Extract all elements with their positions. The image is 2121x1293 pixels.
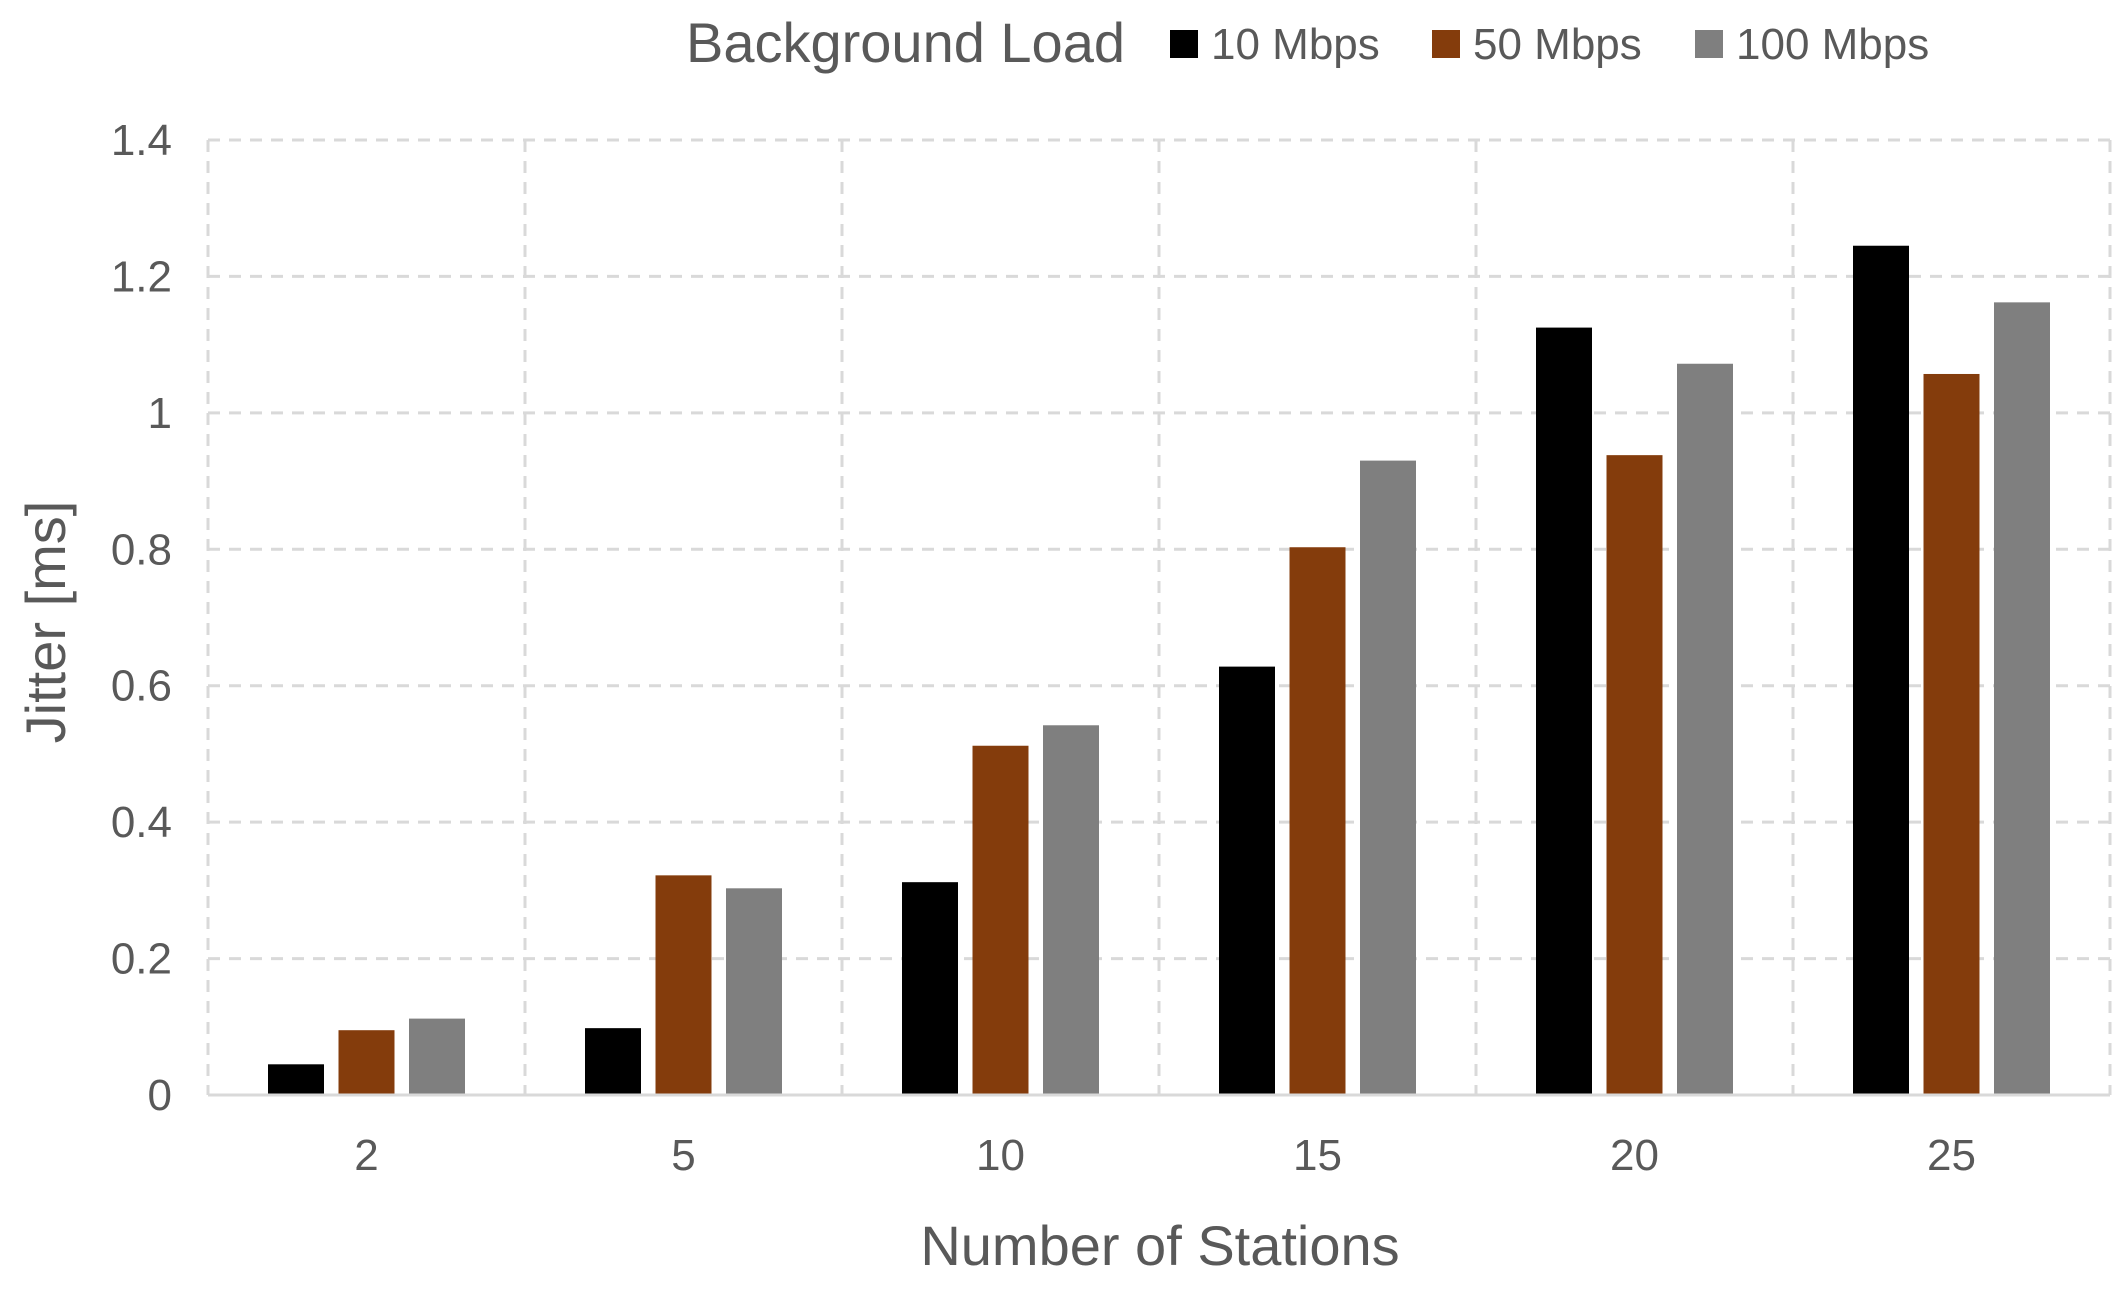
legend-swatch	[1695, 30, 1723, 58]
legend-label: 50 Mbps	[1473, 20, 1642, 69]
bars	[268, 245, 2050, 1096]
bar-100-mbps-2	[409, 1018, 465, 1095]
y-tick-label: 0.2	[111, 935, 172, 984]
legend-title: Background Load	[686, 11, 1125, 74]
y-tick-label: 0	[148, 1071, 172, 1120]
bar-50-mbps-15	[1289, 547, 1346, 1095]
legend-label: 100 Mbps	[1736, 20, 1929, 69]
legend-label: 10 Mbps	[1211, 20, 1380, 69]
axes: 00.20.40.60.811.21.42 5 10 15 20 25	[111, 116, 2110, 1180]
y-tick-label: 1.2	[111, 252, 172, 301]
y-tick-label: 1.4	[111, 116, 172, 165]
x-tick-label: 10	[976, 1131, 1025, 1180]
bar-100-mbps-20	[1677, 363, 1733, 1095]
x-tick-label: 25	[1927, 1131, 1976, 1180]
legend-swatch	[1432, 30, 1460, 58]
bar-100-mbps-5	[726, 888, 782, 1095]
x-axis-title: Number of Stations	[920, 1214, 1399, 1277]
x-tick-label: 2	[354, 1131, 378, 1180]
bar-50-mbps-10	[972, 745, 1029, 1095]
bar-50-mbps-25	[1923, 373, 1980, 1096]
bar-10-mbps-20	[1536, 327, 1592, 1095]
bar-50-mbps-20	[1606, 455, 1663, 1095]
legend: Background Load 10 Mbps 50 Mbps 100 Mbps	[686, 11, 1929, 74]
bar-10-mbps-2	[268, 1064, 324, 1095]
bar-100-mbps-25	[1994, 302, 2050, 1096]
bar-50-mbps-5	[655, 875, 712, 1095]
bar-100-mbps-15	[1360, 460, 1416, 1095]
y-tick-label: 0.6	[111, 662, 172, 711]
x-tick-label: 20	[1610, 1131, 1659, 1180]
bar-10-mbps-5	[585, 1028, 641, 1095]
x-tick-label: 5	[671, 1131, 695, 1180]
bar-10-mbps-25	[1853, 245, 1909, 1095]
x-tick-label: 15	[1293, 1131, 1342, 1180]
y-tick-label: 1	[148, 389, 172, 438]
bar-100-mbps-10	[1043, 725, 1099, 1095]
y-axis-title: Jitter [ms]	[14, 501, 77, 744]
bar-50-mbps-2	[338, 1030, 395, 1095]
bar-10-mbps-15	[1219, 666, 1275, 1095]
bar-10-mbps-10	[902, 882, 958, 1095]
grid	[206, 138, 2112, 1095]
legend-swatch	[1170, 30, 1198, 58]
y-tick-label: 0.4	[111, 798, 172, 847]
y-tick-label: 0.8	[111, 525, 172, 574]
